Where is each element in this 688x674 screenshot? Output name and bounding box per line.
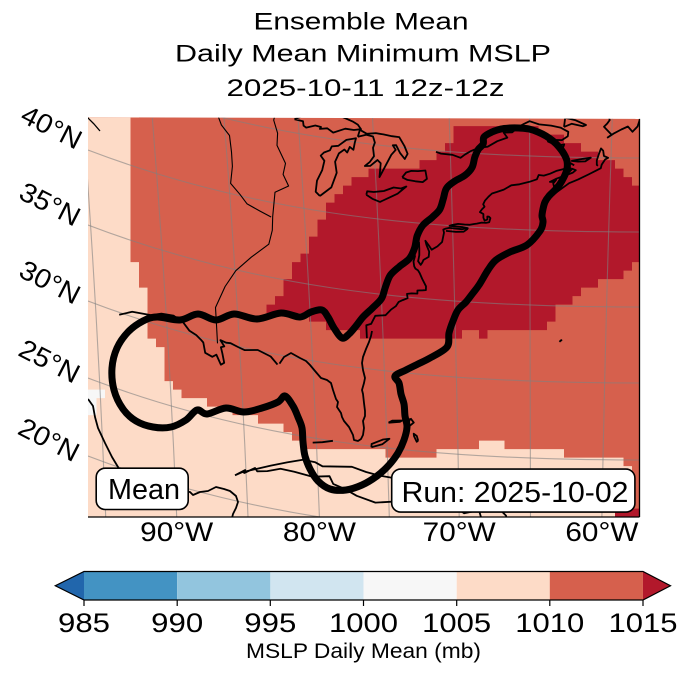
svg-text:Daily Mean Minimum MSLP: Daily Mean Minimum MSLP — [175, 41, 551, 68]
svg-text:90°W: 90°W — [140, 517, 214, 547]
svg-text:1000: 1000 — [329, 608, 398, 638]
svg-text:2025-10-11 12z-12z: 2025-10-11 12z-12z — [227, 75, 505, 102]
svg-text:990: 990 — [151, 608, 203, 638]
svg-text:1010: 1010 — [515, 608, 584, 638]
svg-text:60°W: 60°W — [565, 517, 639, 547]
svg-text:1015: 1015 — [609, 608, 678, 638]
svg-text:70°W: 70°W — [423, 517, 497, 547]
svg-text:Ensemble Mean: Ensemble Mean — [254, 9, 469, 36]
svg-text:80°W: 80°W — [283, 517, 357, 547]
svg-text:Mean: Mean — [108, 474, 180, 506]
svg-text:1005: 1005 — [422, 608, 491, 638]
svg-text:MSLP Daily Mean (mb): MSLP Daily Mean (mb) — [246, 640, 481, 663]
svg-text:Run: 2025-10-02: Run: 2025-10-02 — [402, 477, 629, 509]
svg-text:985: 985 — [58, 608, 110, 638]
svg-text:995: 995 — [244, 608, 296, 638]
